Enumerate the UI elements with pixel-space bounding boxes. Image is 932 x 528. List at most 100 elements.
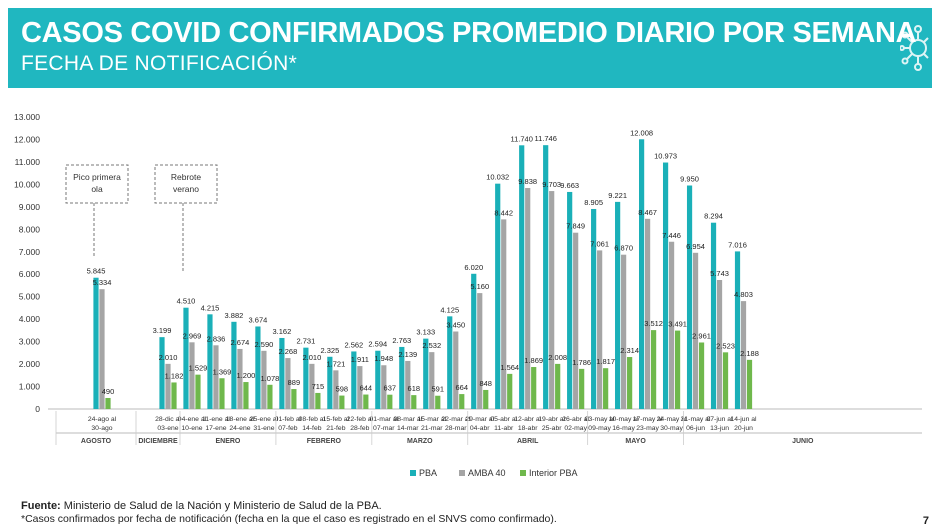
data-label: 6.870 [614, 244, 633, 253]
bar-pba [710, 222, 717, 409]
data-label: 7.016 [728, 240, 747, 249]
data-label: 9.703 [542, 180, 561, 189]
data-label: 5.160 [470, 282, 489, 291]
bar-interior [105, 397, 111, 409]
data-label: 10.032 [486, 173, 509, 182]
y-tick-label: 12.000 [14, 134, 40, 144]
legend-swatch [459, 470, 465, 476]
bar-pba [279, 337, 285, 409]
annotation-text: ola [91, 184, 103, 194]
bar-amba [549, 191, 555, 409]
y-tick-label: 11.000 [15, 157, 41, 167]
bar-interior [339, 395, 345, 409]
x-tick-label: 03-may al [585, 416, 615, 423]
data-label: 6.954 [686, 242, 705, 251]
x-tick-label: 24-ene [229, 425, 250, 432]
bar-pba [662, 162, 669, 409]
y-tick-label: 7.000 [19, 247, 41, 257]
x-tick-label: 17-ene [205, 425, 226, 432]
data-label: 2.268 [279, 347, 298, 356]
data-label: 4.510 [177, 297, 196, 306]
data-label: 1.564 [500, 363, 519, 372]
bar-amba [99, 289, 105, 409]
data-label: 2.139 [398, 350, 417, 359]
bar-pba [423, 338, 429, 409]
data-label: 11.740 [511, 134, 533, 143]
data-label: 4.803 [734, 290, 753, 299]
data-label: 8.294 [704, 212, 723, 221]
x-tick-label: 10-may al [609, 416, 639, 423]
bar-pba [375, 350, 381, 409]
bar-interior [411, 395, 417, 409]
x-tick-label: 06-jun [686, 425, 705, 432]
x-tick-label: 10-ene [181, 425, 202, 432]
bar-amba [285, 358, 291, 409]
x-tick-label: 18-ene al [226, 416, 255, 423]
data-label: 7.446 [662, 231, 681, 240]
data-label: 8.467 [638, 208, 657, 217]
x-tick-label: 21-feb [326, 425, 345, 432]
bar-amba [597, 250, 603, 409]
x-tick-label: 24-may al [657, 416, 687, 423]
bar-amba [668, 241, 675, 409]
x-tick-label: 16-may [612, 425, 635, 432]
bar-pba [686, 185, 693, 409]
bar-pba [519, 145, 525, 409]
x-tick-label: 14-mar [397, 425, 419, 432]
bar-pba [543, 145, 549, 409]
x-tick-label: 22-mar al [441, 416, 470, 423]
y-tick-label: 8.000 [19, 224, 41, 234]
bar-interior [722, 352, 729, 409]
bar-chart: 0 1.000 2.000 3.000 4.000 5.000 6.000 7.000 8.00… [14, 112, 922, 478]
data-label: 4.125 [440, 305, 459, 314]
data-label: 715 [312, 382, 325, 391]
bar-interior [531, 367, 537, 409]
y-tick-label: 9.000 [19, 202, 41, 212]
bar-pba [183, 307, 189, 409]
bar-interior [507, 373, 513, 409]
data-label: 7.849 [566, 222, 585, 231]
data-label: 2.590 [255, 340, 274, 349]
data-label: 2.008 [548, 353, 567, 362]
data-label: 1.078 [261, 374, 280, 383]
data-label: 9.221 [608, 191, 627, 200]
x-tick-label: 14-feb [302, 425, 321, 432]
data-label: 9.950 [680, 175, 699, 184]
bar-interior [195, 374, 201, 409]
bar-pba [495, 183, 501, 409]
data-label: 2.523 [716, 341, 735, 350]
legend-label: PBA [419, 468, 437, 478]
data-label: 1.369 [213, 367, 232, 376]
y-tick-label: 4.000 [19, 314, 41, 324]
x-tick-label: 04-ene al [178, 416, 207, 423]
bar-amba [237, 348, 243, 409]
data-label: 9.663 [560, 181, 579, 190]
data-label: 6.020 [464, 263, 483, 272]
bar-pba [93, 277, 99, 409]
y-tick-label: 13.000 [14, 112, 40, 122]
month-label: AGOSTO [81, 438, 112, 445]
page-number: 7 [922, 515, 929, 527]
x-tick-label: 26-abr al [562, 416, 589, 423]
y-tick-label: 2.000 [19, 359, 41, 369]
data-label: 644 [360, 384, 373, 393]
data-label: 2.010 [159, 353, 178, 362]
data-label: 3.512 [644, 319, 663, 328]
bar-amba [453, 331, 459, 409]
annotation-text: verano [173, 184, 199, 194]
data-label: 1.786 [572, 358, 591, 367]
bar-interior [363, 394, 369, 409]
data-label: 5.845 [87, 267, 106, 276]
x-tick-label: 12-abr al [514, 416, 541, 423]
data-label: 10.973 [654, 152, 677, 161]
month-label: MAYO [625, 438, 646, 445]
bar-pba [255, 326, 261, 409]
bar-amba [740, 301, 747, 409]
data-label: 1.817 [596, 357, 615, 366]
data-label: 12.008 [630, 128, 653, 137]
x-tick-label: 11-ene al [202, 416, 230, 423]
x-tick-label: 22-feb al [347, 416, 374, 423]
annotation-text: Rebrote [171, 172, 202, 182]
x-tick-label: 30-ago [91, 425, 112, 432]
month-label: MARZO [407, 438, 433, 445]
